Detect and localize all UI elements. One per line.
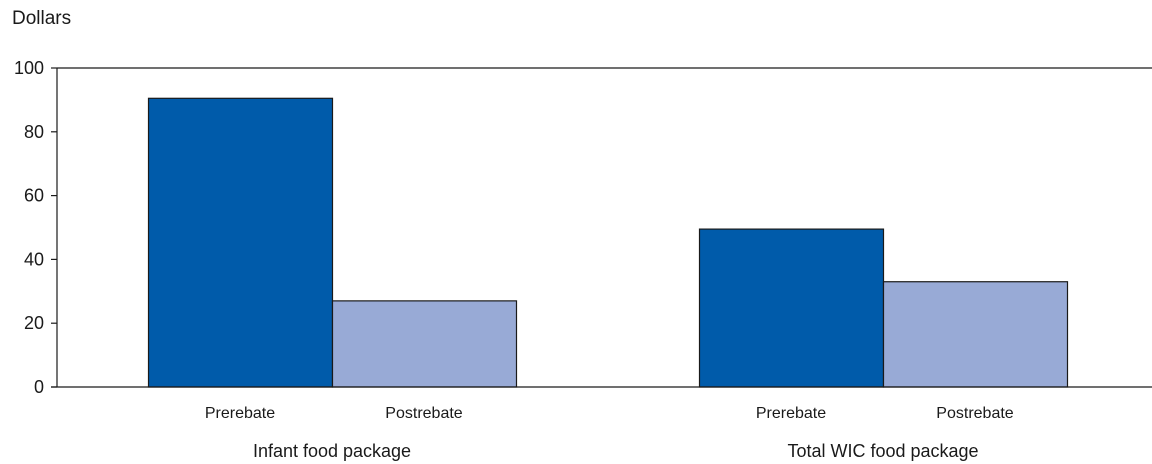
y-tick-label: 40 <box>24 249 44 269</box>
y-axis-ticks: 0 20 40 60 80 100 <box>14 58 57 397</box>
y-tick-label: 100 <box>14 58 44 78</box>
bar-postrebate <box>331 300 518 388</box>
bar-category-label: Postrebate <box>936 405 1013 422</box>
bar-prerebate <box>698 228 885 388</box>
y-tick-label: 0 <box>34 377 44 397</box>
x-axis-labels: Prerebate Postrebate Infant food package Pr… <box>205 405 1014 461</box>
bar-category-label: Prerebate <box>205 405 275 422</box>
y-axis-title: Dollars <box>12 8 71 29</box>
y-tick-label: 20 <box>24 313 44 333</box>
group-label: Total WIC food package <box>787 441 978 461</box>
y-tick-label: 80 <box>24 122 44 142</box>
bar-category-label: Prerebate <box>756 405 826 422</box>
y-tick-label: 60 <box>24 186 44 206</box>
bar-postrebate <box>882 281 1069 388</box>
axes <box>51 67 1152 388</box>
bars <box>147 97 1069 388</box>
bar-category-label: Postrebate <box>385 405 462 422</box>
bar-prerebate <box>147 97 334 388</box>
group-label: Infant food package <box>253 441 411 461</box>
